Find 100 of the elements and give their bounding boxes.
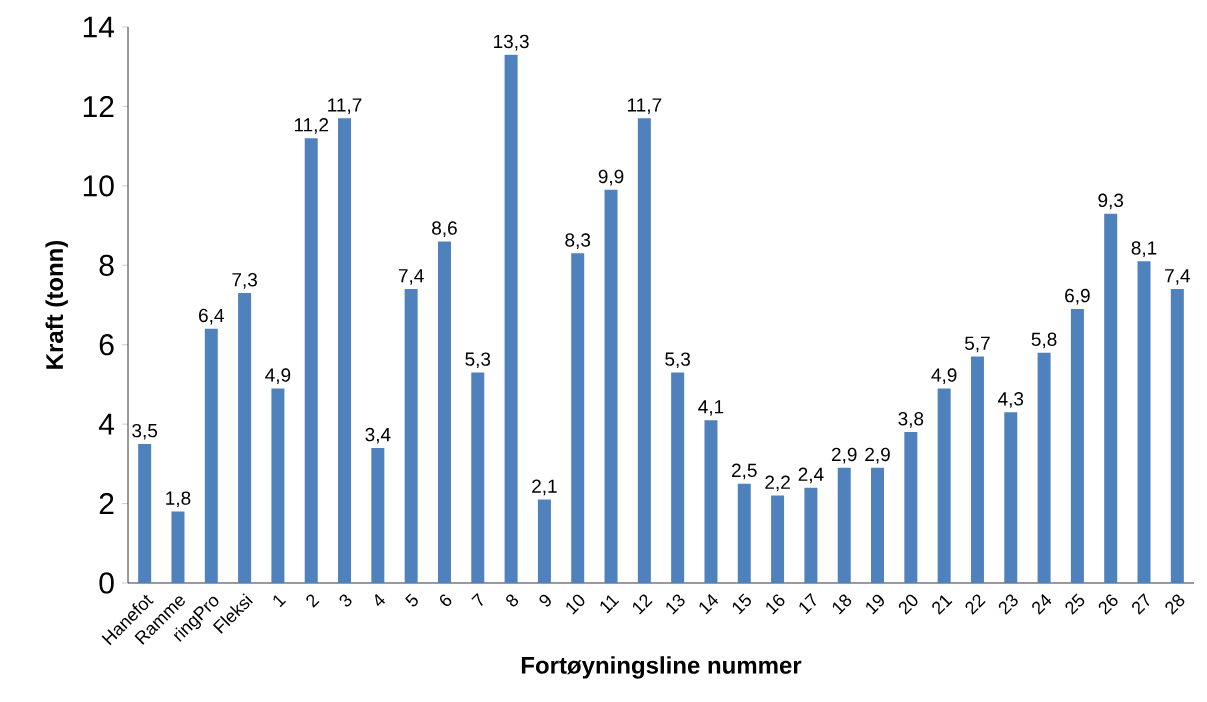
x-tick-label: 20 [898, 594, 918, 615]
data-label: 5,7 [965, 336, 990, 353]
bar [704, 420, 718, 583]
data-label: 3,4 [365, 427, 391, 444]
data-label: 4,9 [265, 368, 291, 385]
data-label: 5,3 [465, 352, 491, 369]
bar [737, 483, 751, 583]
bar [437, 241, 451, 583]
x-tick-label: 8 [506, 594, 519, 607]
bar [204, 328, 218, 583]
x-tick-label: 27 [1132, 593, 1150, 615]
x-tick-label: 5 [405, 593, 418, 607]
bar [771, 495, 785, 583]
x-tick-label: 19 [866, 594, 884, 615]
data-label: 8,6 [432, 221, 457, 238]
x-tick-label: 9 [539, 594, 551, 607]
bar [138, 443, 152, 583]
data-label: 4,3 [998, 392, 1024, 408]
data-label: 1,8 [166, 491, 191, 508]
data-label: 6,9 [1065, 288, 1090, 305]
y-tick-label: 12 [83, 95, 114, 117]
y-tick-label: 8 [99, 254, 114, 276]
y-tick-label: 0 [99, 572, 114, 594]
bar [304, 138, 318, 583]
bar [537, 499, 551, 583]
bar [1070, 308, 1084, 583]
data-label: 2,4 [798, 467, 824, 484]
x-tick-label: 3 [339, 594, 352, 607]
bar [171, 511, 185, 583]
bar [571, 253, 585, 583]
data-label: 6,4 [199, 308, 224, 325]
x-tick-label: 22 [965, 594, 986, 615]
data-label: 2,9 [865, 447, 890, 464]
data-label: 9,9 [598, 169, 624, 186]
data-label: 2,9 [831, 447, 857, 464]
data-label: 2,5 [732, 463, 757, 480]
x-tick-label: 2 [306, 594, 320, 608]
data-label: 3,8 [898, 411, 924, 428]
y-tick-label: 2 [99, 493, 114, 515]
x-tick-label: 14 [699, 593, 719, 615]
data-label: 11,2 [294, 118, 329, 134]
data-label: 13,3 [494, 34, 529, 51]
x-tick-label: 15 [732, 593, 751, 615]
y-axis-title: Kraft (tonn) [45, 240, 68, 369]
y-tick-label: 6 [99, 334, 114, 356]
data-label: 5,3 [665, 352, 691, 369]
x-tick-label: 12 [632, 594, 653, 615]
x-tick-label: 7 [471, 593, 483, 606]
data-label: 3,5 [132, 423, 158, 440]
bar [1004, 412, 1018, 583]
y-tick-label: 4 [98, 413, 115, 435]
y-tick-label: 10 [83, 175, 114, 197]
bar [471, 372, 485, 583]
bar [671, 372, 685, 583]
x-tick-label: 10 [566, 594, 585, 615]
x-tick-label: 4 [375, 593, 386, 606]
x-tick-label: 16 [766, 594, 785, 615]
bar [837, 467, 851, 583]
bar [504, 54, 518, 583]
x-tick-label: 13 [666, 594, 685, 615]
bar [637, 118, 651, 583]
bar [238, 293, 252, 583]
bar [1170, 289, 1184, 583]
data-label: 7,4 [398, 269, 424, 285]
data-label: 5,8 [1031, 332, 1057, 349]
x-tick-label: 23 [998, 594, 1018, 615]
y-tick-label: 14 [83, 16, 115, 38]
bar [904, 432, 918, 583]
x-tick-label: 28 [1165, 594, 1185, 615]
bar [604, 189, 618, 583]
bar [970, 356, 984, 583]
bar [404, 289, 418, 583]
data-label: 2,1 [532, 479, 557, 496]
x-tick-label: 24 [1032, 594, 1052, 615]
x-tick-label: 17 [799, 593, 817, 615]
data-label: 8,3 [565, 233, 591, 249]
x-tick-label: 26 [1098, 594, 1118, 615]
bar [871, 467, 885, 583]
x-tick-label: 21 [932, 595, 953, 615]
data-label: 11,7 [628, 98, 662, 114]
data-label: 8,1 [1131, 241, 1157, 257]
bar [1137, 261, 1151, 583]
data-label: 2,2 [765, 475, 790, 492]
bar [1104, 213, 1118, 583]
x-tick-label: 18 [832, 594, 852, 615]
bar [804, 487, 818, 583]
bar [338, 118, 352, 583]
x-axis-title: Fortøyningsline nummer [521, 656, 802, 679]
bar [1037, 352, 1051, 583]
x-tick-label: 1 [273, 595, 287, 608]
data-label: 7,4 [1165, 269, 1190, 285]
x-tick-label: 6 [439, 594, 452, 606]
data-label: 9,3 [1098, 193, 1124, 210]
data-label: 4,1 [698, 400, 724, 416]
x-tick-label: 25 [1065, 593, 1085, 615]
x-tick-label: 11 [600, 595, 620, 614]
bar [271, 388, 285, 583]
data-label: 7,3 [232, 272, 257, 289]
bar [371, 447, 385, 583]
data-label: 11,7 [328, 98, 362, 114]
